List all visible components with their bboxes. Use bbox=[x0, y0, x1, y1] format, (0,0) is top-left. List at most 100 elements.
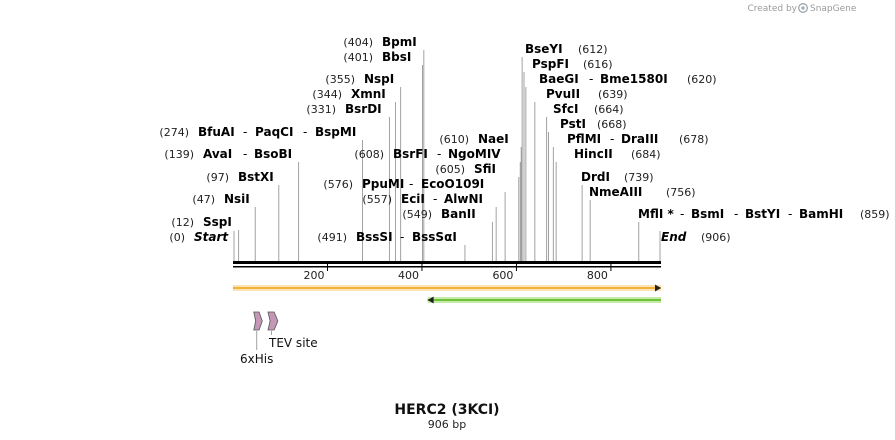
tick-label: 200 bbox=[303, 269, 324, 282]
tick-label: 600 bbox=[492, 269, 513, 282]
enzyme-bseyi[interactable]: BseYI bbox=[525, 42, 563, 56]
enzyme-banii[interactable]: BanII bbox=[441, 207, 476, 221]
site-pos-hincii: (684) bbox=[631, 148, 661, 161]
site-pos-banii: (549) bbox=[402, 208, 432, 221]
features-track bbox=[233, 284, 661, 304]
feature-label-tev: TEV site bbox=[268, 336, 318, 350]
site-pos-sfci: (664) bbox=[594, 103, 624, 116]
dna-backbone bbox=[233, 261, 661, 268]
feature-his-tag[interactable] bbox=[253, 311, 263, 331]
site-pos-bbsi: (401) bbox=[343, 51, 373, 64]
enzyme-bsssai[interactable]: BssSαI bbox=[412, 230, 457, 244]
enzyme-naei[interactable]: NaeI bbox=[478, 132, 509, 146]
enzyme-ecii[interactable]: EciI bbox=[401, 192, 425, 206]
enzyme-pvuii[interactable]: PvuII bbox=[546, 87, 580, 101]
site-connectors bbox=[233, 50, 661, 261]
enzyme-nmeaiii[interactable]: NmeAIII bbox=[589, 185, 642, 199]
enzyme-bbsi[interactable]: BbsI bbox=[382, 50, 411, 64]
enzyme-bstyi[interactable]: BstYI bbox=[745, 207, 780, 221]
green-feature-arrowhead bbox=[427, 296, 434, 304]
snapgene-logo-icon bbox=[798, 3, 808, 13]
site-pos-avai: (139) bbox=[164, 148, 194, 161]
enzyme-ecoo109i[interactable]: EcoO109I bbox=[421, 177, 484, 191]
svg-text:-: - bbox=[243, 147, 247, 161]
ruler-ticks: 200 400 600 800 bbox=[303, 264, 612, 282]
enzyme-sspi[interactable]: SspI bbox=[203, 215, 232, 229]
enzyme-baegi[interactable]: BaeGI bbox=[539, 72, 579, 86]
svg-text:-: - bbox=[303, 125, 307, 139]
enzyme-hincii[interactable]: HincII bbox=[574, 147, 613, 161]
enzyme-labels: (404) BpmI (401) BbsI (355) NspI (344) X… bbox=[159, 35, 889, 244]
site-pos-drdi: (739) bbox=[624, 171, 654, 184]
enzyme-bsrfi[interactable]: BsrFI bbox=[393, 147, 428, 161]
enzyme-pspfi[interactable]: PspFI bbox=[532, 57, 569, 71]
site-pos-pflmi: (678) bbox=[679, 133, 709, 146]
enzyme-ppumi[interactable]: PpuMI bbox=[362, 177, 404, 191]
enzyme-draiii[interactable]: DraIII bbox=[621, 132, 658, 146]
enzyme-pflmi[interactable]: PflMI bbox=[567, 132, 601, 146]
site-pos-psti: (668) bbox=[597, 118, 627, 131]
site-pos-naei: (610) bbox=[439, 133, 469, 146]
enzyme-ngomiv[interactable]: NgoMIV bbox=[448, 147, 501, 161]
enzyme-drdi[interactable]: DrdI bbox=[581, 170, 610, 184]
enzyme-paqci[interactable]: PaqCI bbox=[255, 125, 293, 139]
enzyme-mfli[interactable]: MflI * bbox=[638, 207, 674, 221]
enzyme-bsmi[interactable]: BsmI bbox=[691, 207, 724, 221]
construct-title: HERC2 (3KCI) bbox=[394, 402, 499, 418]
enzyme-nspi[interactable]: NspI bbox=[364, 72, 394, 86]
svg-text:-: - bbox=[409, 177, 413, 191]
enzyme-psti[interactable]: PstI bbox=[560, 117, 586, 131]
svg-text:-: - bbox=[437, 147, 441, 161]
site-pos-pvuii: (639) bbox=[598, 88, 628, 101]
enzyme-sfci[interactable]: SfcI bbox=[553, 102, 578, 116]
enzyme-alwni[interactable]: AlwNI bbox=[444, 192, 483, 206]
svg-text:-: - bbox=[734, 207, 738, 221]
enzyme-bspmi[interactable]: BspMI bbox=[315, 125, 356, 139]
site-pos-xmni: (344) bbox=[312, 88, 342, 101]
enzyme-avai[interactable]: AvaI bbox=[203, 147, 232, 161]
feature-tev-site[interactable] bbox=[267, 311, 279, 331]
site-pos-sspi: (12) bbox=[171, 216, 194, 229]
site-pos-bsrfi: (608) bbox=[354, 148, 384, 161]
site-pos-sfii: (605) bbox=[435, 163, 465, 176]
site-pos-ppumi: (576) bbox=[323, 178, 353, 191]
site-pos-bseyi: (612) bbox=[578, 43, 608, 56]
enzyme-bamhi[interactable]: BamHI bbox=[799, 207, 843, 221]
svg-text:-: - bbox=[680, 207, 684, 221]
enzyme-sfii[interactable]: SfiI bbox=[474, 162, 496, 176]
enzyme-nsii[interactable]: NsiI bbox=[224, 192, 250, 206]
enzyme-bme1580i[interactable]: Bme1580I bbox=[600, 72, 668, 86]
site-pos-bstxi: (97) bbox=[206, 171, 229, 184]
site-pos-nspi: (355) bbox=[325, 73, 355, 86]
site-pos-bpmi: (404) bbox=[343, 36, 373, 49]
enzyme-bsrdi[interactable]: BsrDI bbox=[345, 102, 382, 116]
svg-text:-: - bbox=[589, 72, 593, 86]
site-pos-bsssi: (491) bbox=[317, 231, 347, 244]
site-pos-nmeaiii: (756) bbox=[666, 186, 696, 199]
enzyme-bpmi[interactable]: BpmI bbox=[382, 35, 417, 49]
enzyme-bsssi[interactable]: BssSI bbox=[356, 230, 393, 244]
small-features bbox=[253, 311, 279, 350]
svg-text:-: - bbox=[243, 125, 247, 139]
start-pos: (0) bbox=[169, 231, 185, 244]
orange-feature-arrowhead bbox=[655, 284, 661, 292]
site-pos-nsii: (47) bbox=[192, 193, 215, 206]
start-label: Start bbox=[194, 230, 229, 244]
site-pos-ecii: (557) bbox=[362, 193, 392, 206]
svg-text:-: - bbox=[433, 192, 437, 206]
tick-label: 400 bbox=[398, 269, 419, 282]
site-pos-mfli: (859) bbox=[860, 208, 890, 221]
enzyme-bsobi[interactable]: BsoBI bbox=[254, 147, 292, 161]
end-pos: (906) bbox=[701, 231, 731, 244]
enzyme-xmni[interactable]: XmnI bbox=[351, 87, 386, 101]
enzyme-bstxi[interactable]: BstXI bbox=[238, 170, 274, 184]
svg-text:-: - bbox=[610, 132, 614, 146]
end-label: End bbox=[661, 230, 687, 244]
enzyme-bfuai[interactable]: BfuAI bbox=[198, 125, 235, 139]
construct-length: 906 bp bbox=[428, 418, 466, 431]
site-pos-bfuai: (274) bbox=[159, 126, 189, 139]
feature-label-6xhis: 6xHis bbox=[240, 352, 273, 366]
svg-text:-: - bbox=[788, 207, 792, 221]
site-pos-bsrdi: (331) bbox=[306, 103, 336, 116]
